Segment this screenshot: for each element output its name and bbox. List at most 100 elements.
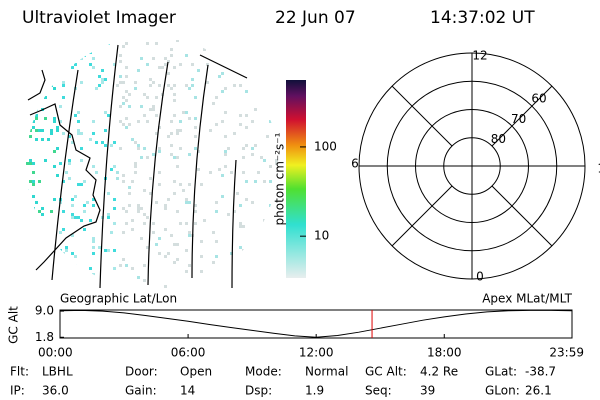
speckle [212,261,215,264]
speckle [125,222,128,225]
speckle [80,219,83,222]
speckle [167,60,170,63]
speckle [65,249,68,252]
speckle [80,279,83,282]
speckle [35,108,38,111]
speckle [92,240,95,243]
speckle [143,189,146,192]
speckle [95,171,98,174]
speckle [65,246,68,249]
speckle [122,81,125,84]
speckle [29,135,32,138]
speckle [155,201,158,204]
speckle [125,90,128,93]
speckle [26,189,29,192]
speckle [278,66,281,69]
speckle [32,171,35,174]
speckle [242,225,245,228]
speckle [92,204,95,207]
speckle [158,171,161,174]
y-tick-label: 9.0 [35,304,54,318]
speckle [77,120,80,123]
speckle [29,246,32,249]
speckle [251,48,254,51]
field-value: 39 [420,384,435,398]
speckle [137,69,140,72]
speckle [245,42,248,45]
uv-image [26,40,281,288]
speckle [242,156,245,159]
speckle [149,177,152,180]
speckle [80,273,83,276]
speckle [71,234,74,237]
speckle [245,144,248,147]
speckle [92,246,95,249]
speckle [50,129,53,132]
timeline-left-label: Geographic Lat/Lon [60,292,177,306]
speckle [56,51,59,54]
speckle [110,168,113,171]
speckle [35,138,38,141]
speckle [122,102,125,105]
speckle [53,150,56,153]
x-tick-label: 12:00 [299,346,334,360]
polar-spoke [391,185,453,247]
speckle [278,228,281,231]
speckle [80,57,83,60]
speckle [263,219,266,222]
speckle [194,96,197,99]
speckle [92,198,95,201]
speckle [185,54,188,57]
speckle [215,255,218,258]
speckle [149,78,152,81]
colorbar-tick-label: 100 [314,139,337,153]
speckle [62,210,65,213]
time: 14:37:02 UT [430,8,535,28]
speckle [125,117,128,120]
speckle [32,207,35,210]
speckle [38,54,41,57]
speckle [275,159,278,162]
speckle [194,117,197,120]
speckle [80,132,83,135]
speckle [71,204,74,207]
speckle [26,93,29,96]
speckle [158,150,161,153]
speckle [77,216,80,219]
speckle [50,84,53,87]
speckle [119,264,122,267]
altitude-line [59,309,573,338]
speckle [41,54,44,57]
speckle [176,210,179,213]
speckle [131,267,134,270]
speckle [32,264,35,267]
speckle [173,84,176,87]
speckle [197,150,200,153]
polar-spoke [491,185,553,247]
speckle [248,40,251,42]
speckle [152,105,155,108]
speckle [209,171,212,174]
speckle [71,141,74,144]
speckle [224,111,227,114]
speckle [122,45,125,48]
speckle [182,111,185,114]
speckle [116,171,119,174]
speckle [143,222,146,225]
speckle [92,252,95,255]
speckle [197,69,200,72]
speckle [44,96,47,99]
speckle [152,222,155,225]
speckle [35,201,38,204]
speckle [176,258,179,261]
speckle [155,243,158,246]
speckle [29,72,32,75]
speckle [41,40,44,42]
speckle [101,141,104,144]
speckle [68,57,71,60]
speckle [113,207,116,210]
speckle [224,150,227,153]
field-label: IP: [10,384,25,398]
speckle [107,213,110,216]
